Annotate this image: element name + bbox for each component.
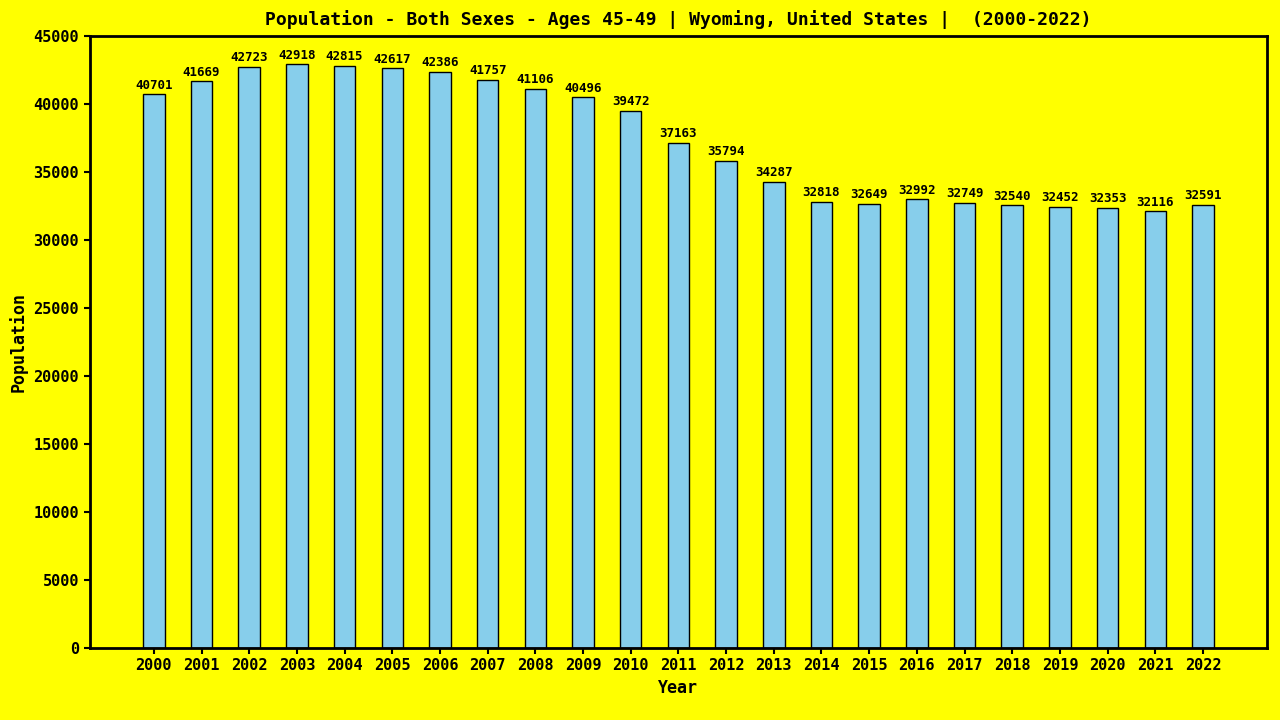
Text: 32591: 32591 [1184, 189, 1221, 202]
Bar [572, 97, 594, 648]
Bar [287, 64, 307, 648]
Text: 34287: 34287 [755, 166, 792, 179]
Text: 41669: 41669 [183, 66, 220, 78]
Text: 35794: 35794 [708, 145, 745, 158]
Y-axis label: Population: Population [9, 292, 28, 392]
Text: 42815: 42815 [326, 50, 364, 63]
Bar [191, 81, 212, 648]
Text: 39472: 39472 [612, 96, 649, 109]
Bar [810, 202, 832, 648]
Bar [859, 204, 879, 648]
Text: 32353: 32353 [1089, 192, 1126, 205]
Text: 32116: 32116 [1137, 196, 1174, 209]
Bar [525, 89, 547, 648]
Text: 42386: 42386 [421, 56, 458, 69]
Bar [238, 67, 260, 648]
Bar [1097, 208, 1119, 648]
Bar [1001, 205, 1023, 648]
Text: 41106: 41106 [517, 73, 554, 86]
Bar [763, 181, 785, 648]
Text: 42617: 42617 [374, 53, 411, 66]
Bar [1050, 207, 1070, 648]
Text: 32749: 32749 [946, 187, 983, 200]
Title: Population - Both Sexes - Ages 45-49 | Wyoming, United States |  (2000-2022): Population - Both Sexes - Ages 45-49 | W… [265, 10, 1092, 29]
Bar [668, 143, 689, 648]
Bar [334, 66, 356, 648]
Bar [954, 202, 975, 648]
Text: 40496: 40496 [564, 81, 602, 94]
Bar [620, 111, 641, 648]
Bar [381, 68, 403, 648]
Text: 42723: 42723 [230, 51, 268, 64]
Text: 32452: 32452 [1041, 191, 1079, 204]
Bar [906, 199, 928, 648]
Text: 37163: 37163 [659, 127, 698, 140]
Text: 32818: 32818 [803, 186, 840, 199]
Bar [477, 80, 498, 648]
Text: 32649: 32649 [850, 188, 888, 202]
Bar [1192, 204, 1213, 648]
Text: 40701: 40701 [136, 78, 173, 91]
Text: 42918: 42918 [278, 48, 316, 62]
Bar [429, 71, 451, 648]
Bar [716, 161, 737, 648]
Text: 41757: 41757 [468, 64, 507, 77]
Bar [1144, 211, 1166, 648]
Text: 32992: 32992 [899, 184, 936, 197]
X-axis label: Year: Year [658, 679, 699, 697]
Text: 32540: 32540 [993, 190, 1030, 203]
Bar [143, 94, 165, 648]
